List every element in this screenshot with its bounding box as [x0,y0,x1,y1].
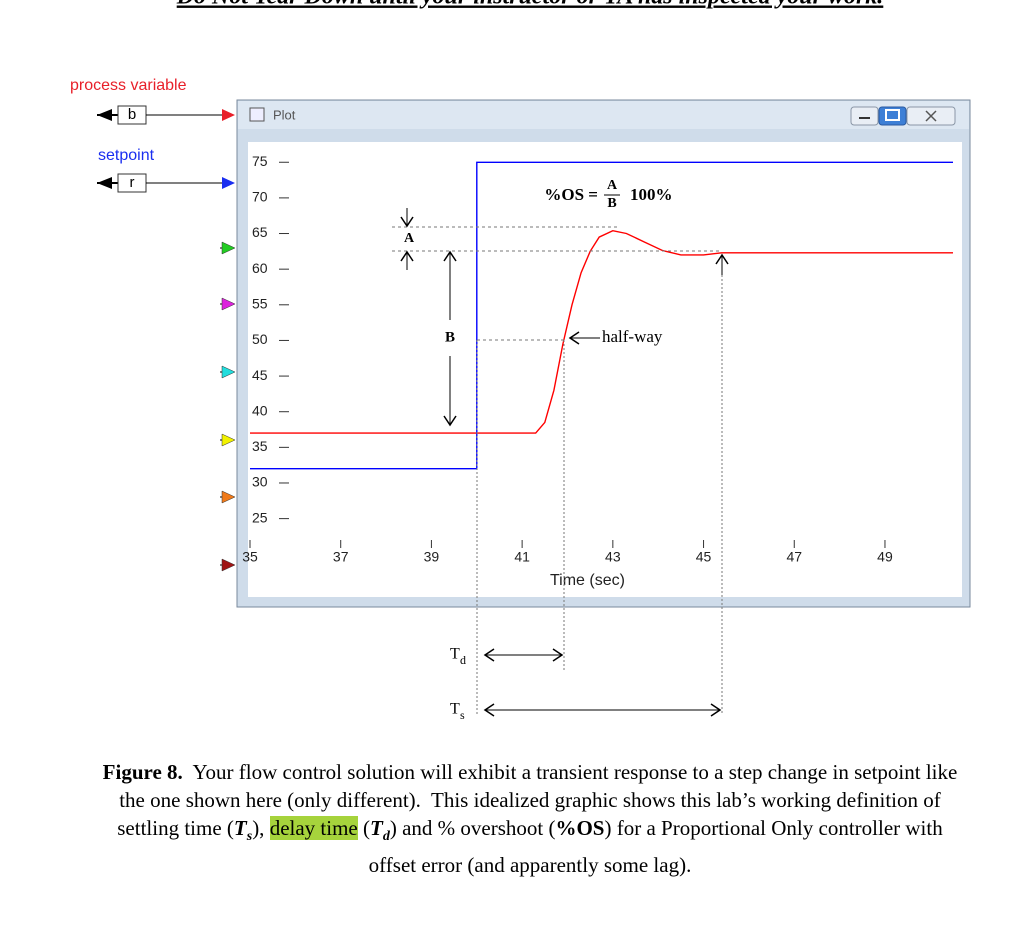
x-tick-label: 41 [514,549,530,565]
formula-numerator: A [607,178,618,193]
caption-run: ( [357,816,370,840]
title-bar [238,101,969,129]
arrowhead [483,703,722,717]
x-tick-label: 37 [333,549,349,565]
y-tick-label: 35 [252,438,268,454]
series-line [250,161,953,470]
y-tick-label: 40 [252,402,268,418]
plot: 25 30 35 40 45 50 55 60 65 70 75 35 37 39 41 43 45 47 49 Ti… [242,153,953,589]
caption-run: d [382,829,390,845]
annotations: %OS = A B 100% A B half-way T d T s [392,178,729,722]
close-glyph [925,110,937,122]
formula-denominator: B [607,196,616,211]
y-tick-label: 55 [252,296,268,312]
y-tick-label: 75 [252,153,268,169]
arrowhead [715,253,729,265]
caption: Figure 8. Your flow control solution wil… [95,758,965,879]
label-ts: T [450,701,460,718]
label-a: A [404,231,415,246]
label-b: B [445,329,455,345]
label-td: T [450,646,460,663]
arrowhead [483,648,564,662]
input-label: setpoint [98,147,155,164]
x-tick-label: 39 [424,549,440,565]
x-tick-label: 45 [696,549,712,565]
terminal-label: r [130,174,135,191]
banner: Do Not Tear Down until your instructor o… [176,0,884,10]
arrowhead [400,216,414,228]
arrowhead [443,415,457,427]
y-tick-label: 60 [252,260,268,276]
x-tick-label: 43 [605,549,621,565]
caption-run: Your flow control solution will exhibit … [117,760,963,840]
input-label: process variable [70,77,187,94]
x-axis-label: Time (sec) [550,572,625,589]
arrowhead [400,250,414,262]
port [222,177,235,189]
y-tick-label: 25 [252,509,268,525]
y-tick-label: 50 [252,331,268,347]
window-icon [249,107,265,122]
unused-ports [220,241,236,572]
maximize-glyph [885,109,900,121]
formula-rhs: 100% [630,185,673,204]
label-td-sub: d [460,653,466,667]
y-tick-label: 30 [252,474,268,490]
caption-run: T [370,816,383,840]
figure: Do Not Tear Down until your instructor o… [70,0,971,722]
minimize-button[interactable] [850,106,879,126]
caption-run: T [233,816,247,840]
arrowhead [443,250,457,262]
port [222,109,235,121]
series-line [250,229,953,434]
caption-run: ) for a Proportional Only controller wit… [368,816,948,878]
arrowhead [568,331,580,345]
client-area [248,142,962,597]
label-ts-sub: s [460,708,465,722]
x-tick-label: 49 [877,549,893,565]
caption-run: ) and % overshoot ( [389,816,556,840]
x-tick-label: 35 [242,549,258,565]
caption-run: Figure 8. [102,760,183,784]
window-title: Plot [273,107,296,122]
caption-run: delay time [269,816,358,840]
caption-run: ), [252,816,270,840]
caption-run: s [246,829,253,845]
y-tick-label: 45 [252,367,268,383]
label-half-way: half-way [602,327,663,346]
formula-lhs: %OS = [544,185,598,204]
y-tick-label: 65 [252,224,268,240]
x-tick-label: 47 [786,549,802,565]
y-tick-label: 70 [252,189,268,205]
terminal-label: b [128,106,136,123]
caption-run: %OS [555,816,605,840]
